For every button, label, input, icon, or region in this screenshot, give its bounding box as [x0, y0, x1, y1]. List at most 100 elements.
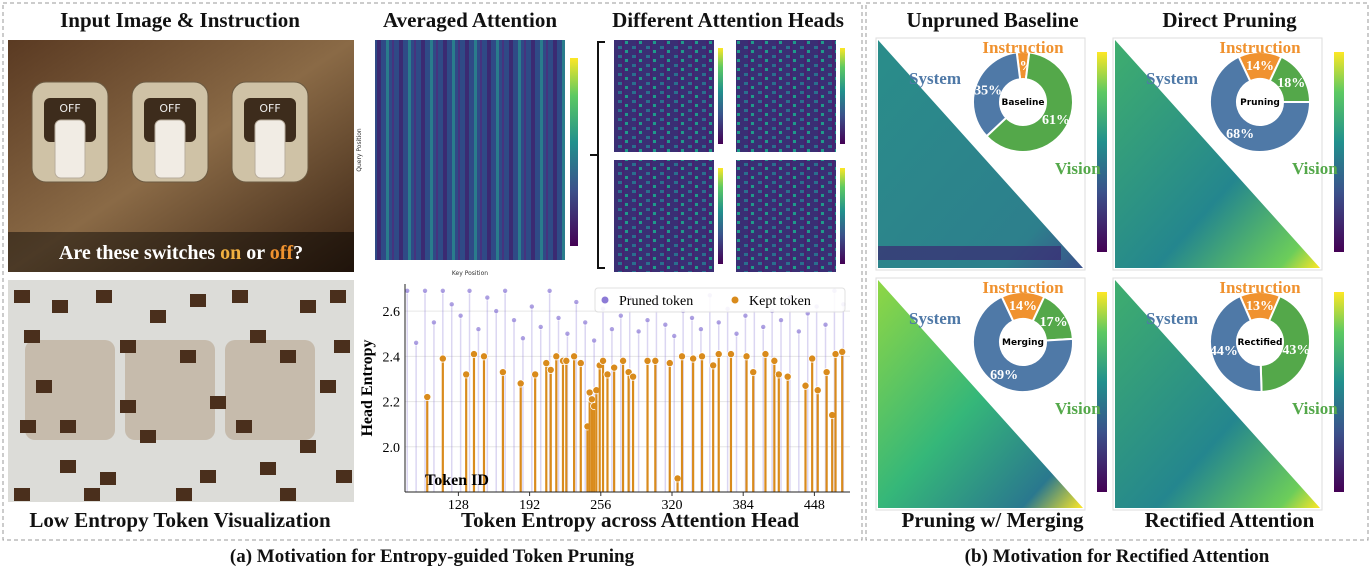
category-label: System: [1146, 69, 1198, 88]
point: [563, 357, 570, 364]
point: [480, 353, 487, 360]
instruction: Are these switches on or off?: [59, 242, 303, 264]
legend-label: Kept token: [749, 294, 811, 309]
point: [431, 320, 436, 325]
patch: [232, 290, 248, 303]
head-heatmap: [614, 40, 714, 152]
plot-area: [405, 284, 850, 492]
point: [771, 357, 778, 364]
point: [823, 369, 830, 376]
patch: [52, 300, 68, 313]
panel-title: Input Image & Instruction: [60, 8, 300, 32]
slice-label: 69%: [990, 368, 1018, 383]
patch: [300, 300, 316, 313]
point: [784, 373, 791, 380]
y-tick-label: 2.6: [383, 305, 401, 320]
point: [467, 288, 472, 293]
point: [565, 331, 570, 336]
patch: [180, 350, 196, 363]
point: [440, 288, 445, 293]
head-heatmap: [736, 40, 836, 152]
legend-label: Pruned token: [619, 294, 693, 309]
point: [750, 369, 757, 376]
sink-band: [878, 246, 1061, 260]
panel-title: Pruning w/ Merging: [902, 508, 1084, 532]
panel-title: Low Entropy Token Visualization: [29, 508, 331, 532]
panel-title: Direct Pruning: [1162, 8, 1297, 32]
slice-label: 43%: [1282, 343, 1310, 358]
patch: [150, 310, 166, 323]
slice-label: 13%: [1246, 299, 1274, 314]
head-heatmap: [614, 160, 714, 272]
slice-label: 68%: [1226, 127, 1254, 142]
point: [715, 350, 722, 357]
point: [476, 327, 481, 332]
switch-label: OFF: [159, 102, 180, 115]
axis-label: Key Position: [452, 270, 488, 277]
point: [449, 302, 454, 307]
category-label: Instruction: [1219, 278, 1301, 297]
point: [629, 373, 636, 380]
patch: [210, 396, 226, 409]
colorbar: [1334, 52, 1344, 252]
attention-heatmap: [375, 40, 565, 260]
panel-caption: (b) Motivation for Rectified Attention: [965, 546, 1270, 567]
patch: [190, 294, 206, 307]
patch: [140, 430, 156, 443]
category-label: Vision: [1055, 399, 1101, 418]
point: [716, 320, 721, 325]
point: [586, 389, 593, 396]
slice-label: 44%: [1210, 344, 1238, 359]
point: [553, 353, 560, 360]
point: [832, 350, 839, 357]
pie-center-label: Rectified: [1238, 338, 1283, 348]
instruction-part: Are these switches: [59, 242, 220, 264]
slice-label: 14%: [1009, 299, 1037, 314]
panel-caption: (a) Motivation for Entropy-guided Token …: [230, 546, 635, 567]
slice-label: 14%: [1246, 59, 1274, 74]
point: [644, 357, 651, 364]
point: [458, 313, 463, 318]
point: [422, 288, 427, 293]
switch-lever: [255, 120, 285, 178]
point: [547, 366, 554, 373]
point: [674, 475, 681, 482]
colorbar: [1097, 52, 1107, 252]
switch-label: OFF: [59, 102, 80, 115]
colorbar: [840, 168, 845, 264]
bracket: [590, 42, 605, 268]
point: [599, 357, 606, 364]
patch: [36, 380, 52, 393]
pie-panels: Unpruned Baseline4%61%35%BaselineInstruc…: [876, 8, 1344, 532]
y-axis-label: Head Entropy: [359, 339, 376, 436]
point: [823, 322, 828, 327]
x-tick-label: 448: [804, 498, 825, 513]
category-label: Instruction: [1219, 38, 1301, 57]
switch-label: OFF: [259, 102, 280, 115]
category-label: Vision: [1292, 399, 1338, 418]
panel-title: Unpruned Baseline: [906, 8, 1078, 32]
switch-lever: [55, 120, 85, 178]
point: [529, 304, 534, 309]
axis-label: Query Position: [356, 128, 363, 172]
category-label: Vision: [1055, 159, 1101, 178]
point: [577, 360, 584, 367]
point: [611, 364, 618, 371]
patch: [24, 330, 40, 343]
point: [574, 299, 579, 304]
point: [663, 322, 668, 327]
legend-swatch: [602, 297, 609, 304]
point: [494, 309, 499, 314]
point: [814, 387, 821, 394]
kept-region: [125, 340, 215, 440]
point: [743, 313, 748, 318]
colorbar: [718, 48, 723, 144]
point: [762, 350, 769, 357]
pie-center-label: Baseline: [1001, 98, 1044, 108]
patch: [96, 290, 112, 303]
switches: OFF OFF OFF: [32, 82, 308, 182]
point: [618, 313, 623, 318]
patch: [250, 330, 266, 343]
patch: [260, 462, 276, 475]
point: [839, 348, 846, 355]
